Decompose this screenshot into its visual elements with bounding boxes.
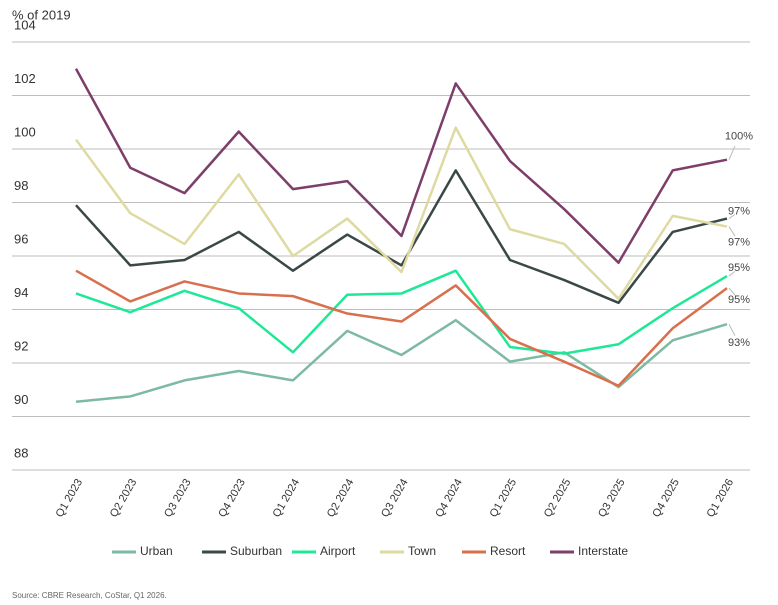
y-tick-label: 96: [14, 231, 28, 246]
x-tick-label: Q3 2023: [162, 477, 193, 520]
x-tick-label: Q1 2026: [705, 477, 736, 520]
label-leader: [728, 270, 736, 277]
series-line: [75, 169, 728, 305]
x-tick-label: Q4 2023: [216, 477, 247, 520]
x-tick-label: Q1 2024: [271, 477, 302, 520]
series-line: [75, 269, 728, 355]
y-axis-label: % of 2019: [12, 7, 71, 22]
label-leader: [728, 213, 736, 219]
y-tick-label: 92: [14, 338, 28, 353]
y-tick-label: 94: [14, 285, 28, 300]
x-tick-label: Q2 2023: [108, 477, 139, 520]
y-tick-label: 90: [14, 392, 28, 407]
x-tick-label: Q1 2023: [54, 477, 85, 520]
legend-label: Suburban: [230, 544, 282, 558]
legend-label: Town: [408, 544, 436, 558]
x-tick-label: Q3 2025: [596, 477, 627, 520]
x-tick-label: Q2 2025: [542, 477, 573, 520]
x-tick-label: Q4 2024: [433, 477, 464, 520]
label-leader: [728, 287, 736, 296]
legend-label: Interstate: [578, 544, 628, 558]
data-label: 93%: [728, 337, 750, 349]
y-tick-label: 98: [14, 178, 28, 193]
label-leader: [728, 226, 736, 237]
x-tick-label: Q4 2025: [650, 477, 681, 520]
legend-label: Resort: [490, 544, 526, 558]
series-line: [75, 269, 728, 387]
y-tick-label: 100: [14, 124, 36, 139]
source: Source: CBRE Research, CoStar, Q1 2026.: [12, 591, 167, 600]
legend-label: Airport: [320, 544, 356, 558]
data-label: 95%: [728, 294, 750, 306]
y-tick-label: 88: [14, 445, 28, 460]
data-label: 95%: [728, 262, 750, 274]
x-tick-label: Q1 2025: [488, 477, 519, 520]
data-label: 97%: [728, 236, 750, 248]
data-label: 97%: [728, 205, 750, 217]
y-tick-label: 104: [14, 17, 36, 32]
y-tick-label: 102: [14, 71, 36, 86]
x-tick-label: Q2 2024: [325, 477, 356, 520]
x-tick-label: Q3 2024: [379, 477, 410, 520]
label-leader: [728, 323, 736, 336]
series-line: [75, 318, 728, 404]
legend-label: Urban: [140, 544, 173, 558]
series-line: [74, 68, 728, 264]
series-line: [74, 126, 728, 301]
data-label: 100%: [725, 131, 753, 143]
label-leader: [728, 145, 736, 160]
